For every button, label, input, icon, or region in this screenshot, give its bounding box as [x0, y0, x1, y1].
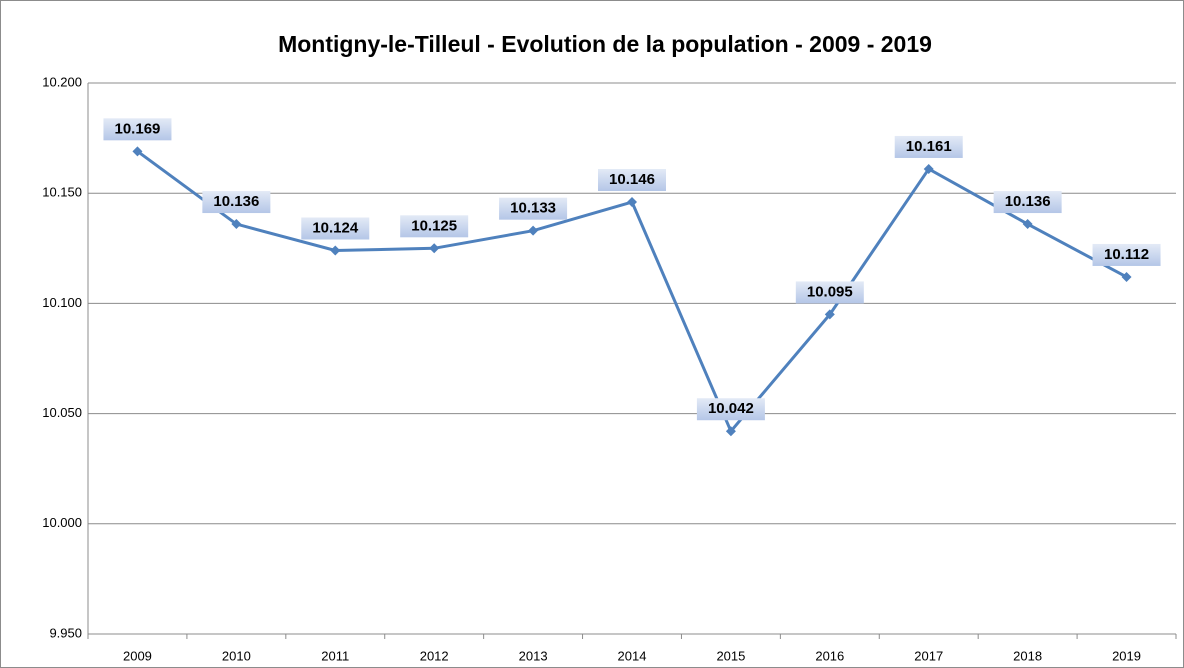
x-tick-label: 2017 — [914, 648, 943, 663]
y-tick-label: 10.050 — [42, 405, 82, 420]
data-label-box — [1092, 243, 1161, 266]
y-tick-label: 10.200 — [42, 74, 82, 89]
data-label: 10.169 — [115, 120, 161, 137]
point-marker — [725, 426, 736, 437]
data-label-box — [598, 169, 666, 192]
y-tick-label: 10.100 — [42, 295, 82, 310]
data-label: 10.112 — [1104, 246, 1149, 263]
x-tick-label: 2010 — [222, 648, 251, 663]
x-tick-label: 2013 — [519, 648, 548, 663]
data-label-box — [301, 217, 370, 240]
x-tick-label: 2019 — [1112, 648, 1141, 663]
data-label: 10.133 — [510, 200, 556, 217]
x-tick-label: 2014 — [618, 648, 647, 663]
data-label: 10.146 — [609, 171, 655, 188]
x-tick-label: 2016 — [815, 648, 844, 663]
chart-title: Montigny-le-Tilleul - Evolution de la po… — [278, 31, 932, 57]
data-label-box — [499, 197, 568, 220]
point-marker — [824, 309, 835, 320]
data-label: 10.042 — [708, 400, 754, 417]
data-label: 10.095 — [807, 283, 853, 300]
x-tick-label: 2011 — [321, 648, 349, 663]
data-label-box — [400, 215, 469, 238]
data-label-box — [103, 118, 172, 141]
data-label: 10.161 — [906, 138, 952, 155]
point-marker — [1022, 219, 1033, 230]
data-label-box — [202, 191, 271, 214]
data-label: 10.136 — [213, 193, 259, 210]
point-marker — [330, 245, 341, 256]
point-marker — [231, 219, 242, 230]
point-marker — [528, 225, 539, 236]
point-marker — [627, 197, 637, 208]
data-label: 10.136 — [1005, 193, 1051, 210]
y-tick-label: 10.000 — [42, 515, 82, 530]
data-label-box — [696, 398, 765, 421]
y-tick-label: 9.950 — [49, 625, 82, 640]
y-tick-label: 10.150 — [42, 185, 82, 200]
x-tick-label: 2015 — [716, 648, 745, 663]
x-tick-label: 2012 — [420, 648, 449, 663]
data-label: 10.124 — [312, 219, 359, 236]
x-tick-label: 2009 — [123, 648, 152, 663]
point-marker — [429, 243, 440, 254]
point-marker — [923, 163, 934, 174]
point-marker — [132, 146, 143, 157]
point-marker — [1121, 271, 1132, 282]
x-tick-label: 2018 — [1013, 648, 1042, 663]
data-label-box — [795, 281, 864, 304]
data-label-box — [993, 191, 1062, 214]
data-label: 10.125 — [411, 217, 457, 234]
data-label-box — [894, 135, 963, 158]
